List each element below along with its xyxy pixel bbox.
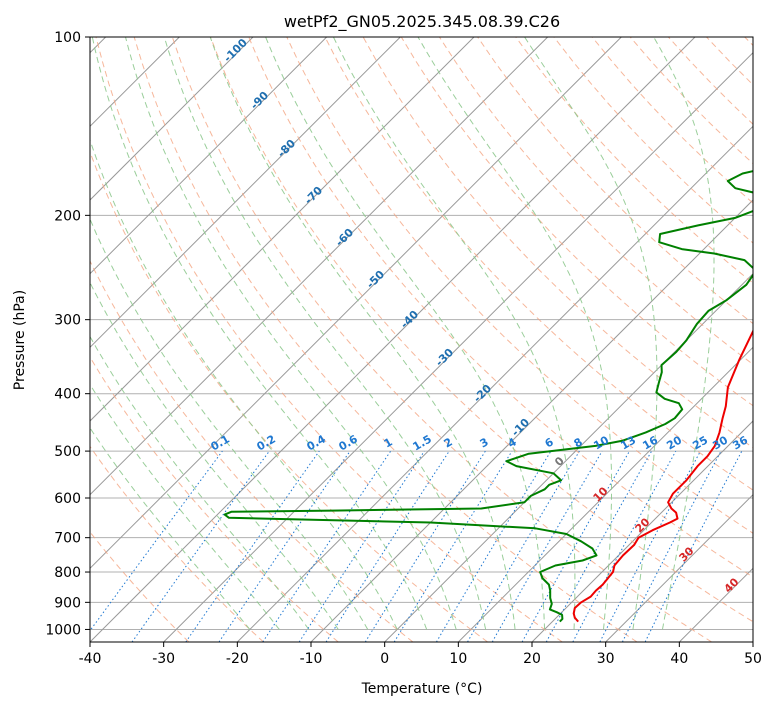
y-tick-label: 800 [54,565,81,581]
x-tick-label: 10 [449,651,467,667]
x-tick-label: -10 [300,651,323,667]
y-tick-label: 200 [54,208,81,224]
dry-adiabat-line [171,37,712,642]
moist-adiabat-line [90,383,280,630]
moist-adiabat-line [653,37,715,630]
mixing-ratio-line [298,450,425,642]
x-tick-label: 40 [670,651,688,667]
moist-adiabat-line [90,138,398,630]
dry-adiabat-line [90,356,339,642]
x-tick-label: -20 [226,651,249,667]
moist-adiabat-line [90,335,310,630]
isotherm-line [531,420,753,642]
moist-adiabat-line [524,37,658,630]
y-tick-label: 400 [54,387,81,403]
series-layer [223,170,753,623]
mixing-ratio-line [262,450,392,642]
x-tick-label: 30 [597,651,615,667]
moist-adiabat-line [163,37,487,630]
temperature-line [572,329,753,623]
isotherm-line [605,493,753,642]
isotherm-line [90,37,696,642]
mixing-ratio-line [572,450,677,642]
x-tick-label: 0 [380,651,389,667]
dry-adiabat-line [286,37,753,534]
dry-adiabat-line [248,37,753,578]
y-tick-label: 900 [54,595,81,611]
moist-adiabat-line [332,37,576,630]
dry-adiabat-line [90,445,264,642]
isotherm-line [90,37,622,570]
moist-adiabat-line [90,281,339,630]
isotherm-line [163,51,753,642]
moist-adiabat-line [417,37,612,630]
mixing-ratio-line [185,450,320,642]
dry-adiabat-line [324,37,753,491]
moist-adiabat-line [265,37,546,630]
mixing-ratio-line [90,450,223,632]
y-tick-label: 600 [54,491,81,507]
grid-layer [90,37,753,642]
chart-title: wetPf2_GN05.2025.345.08.39.C26 [284,12,560,32]
mixing-ratio-line [393,450,513,642]
axes: -40 -30 -20 -10 0 10 20 30 40 50 100 200 300 400 500 60… [45,30,762,667]
isotherm-line [90,37,475,422]
y-tick-label: 500 [54,444,81,460]
isotherm-line [236,125,753,642]
mixing-ratio-line [545,450,653,642]
x-tick-label: 20 [523,651,541,667]
dewpoint-line [223,170,753,623]
dry-adiabat-line [210,37,753,623]
mixing-ratio-line [325,450,450,642]
dry-adiabat-line [90,259,414,642]
x-axis-title: Temperature (°C) [361,681,483,697]
y-tick-label: 700 [54,531,81,547]
dry-adiabat-line [515,37,753,284]
dry-adiabat-line [95,37,563,642]
isotherm-line [90,37,549,496]
isotherm-line [90,37,401,349]
isotherm-line [90,37,328,275]
moist-adiabat-line [125,37,457,630]
y-tick-label: 1000 [45,622,81,638]
mixing-ratio-line [218,450,351,642]
isotherm-line [457,346,753,642]
plot-frame [89,36,754,643]
isotherm-line [90,37,254,201]
y-axis-title: Pressure (hPa) [12,290,28,390]
x-tick-label: -30 [152,651,175,667]
moist-adiabat-line [90,217,369,630]
mixing-ratio-line [644,450,743,642]
moist-adiabat-line [209,37,516,630]
y-tick-label: 300 [54,313,81,329]
x-tick-label: 50 [744,651,762,667]
x-tick-label: -40 [79,651,102,667]
y-tick-label: 100 [54,30,81,46]
moist-adiabat-line [90,427,251,630]
mixing-ratio-line [131,450,270,642]
moist-adiabat-line [91,37,428,630]
